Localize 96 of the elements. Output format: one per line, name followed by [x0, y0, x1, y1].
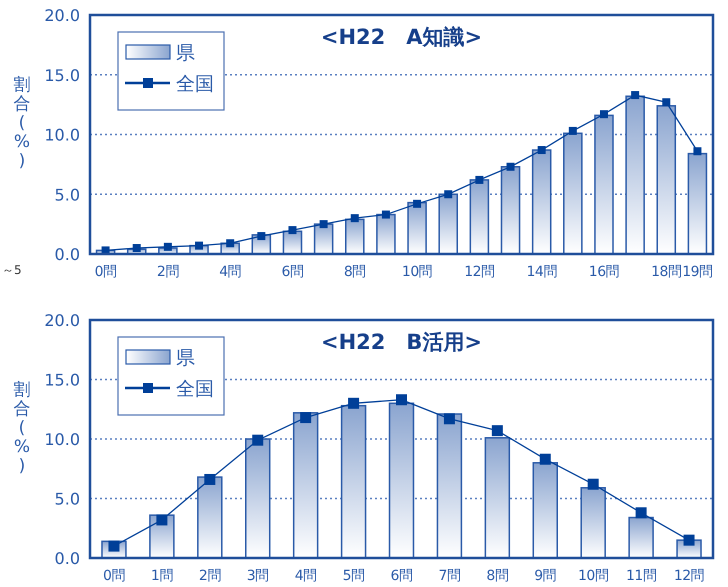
x-tick-label: 2問	[156, 264, 180, 280]
bar	[563, 132, 583, 255]
x-tick-label: 6問	[390, 568, 413, 584]
y-tick-label: 15.0	[44, 370, 80, 390]
point	[631, 91, 640, 100]
y-tick-label: 5.0	[54, 185, 80, 204]
bar	[625, 96, 645, 255]
x-tick-label: 12問	[464, 264, 496, 280]
x-tick-label: 10問	[578, 568, 609, 584]
point	[348, 398, 360, 409]
x-tick-label: 5問	[342, 568, 366, 584]
point	[540, 454, 551, 465]
point	[662, 98, 670, 106]
bar	[532, 462, 558, 559]
text: ～5	[2, 263, 22, 277]
x-tick-label: 2問	[198, 568, 222, 584]
point	[156, 514, 168, 526]
y-tick-label: 10.0	[44, 430, 80, 449]
legend-label: 全国	[176, 73, 214, 95]
bar	[688, 152, 708, 255]
x-tick-label: 18問	[651, 264, 682, 280]
legend-label: 県	[176, 42, 195, 64]
point	[413, 200, 422, 208]
point	[538, 146, 546, 154]
y-tick-label: 15.0	[44, 66, 80, 85]
point	[568, 126, 577, 135]
x-tick-label: 0問	[103, 568, 126, 584]
point	[257, 232, 266, 240]
legend-label: 県	[176, 347, 195, 369]
x-tick-label: 3問	[246, 568, 270, 584]
y-tick-label: 20.0	[44, 6, 80, 25]
point	[300, 412, 312, 424]
point	[382, 210, 390, 219]
bar	[438, 194, 458, 255]
y-tick-label: 10.0	[44, 126, 80, 144]
point	[396, 394, 407, 406]
x-tick-label: 4問	[294, 568, 318, 584]
bar	[484, 437, 510, 559]
point	[320, 220, 328, 228]
y-tick-label: 5.0	[54, 490, 80, 508]
bar	[340, 404, 366, 559]
x-tick-label: 4問	[219, 264, 242, 280]
bar	[407, 202, 427, 255]
legend-label: 全国	[176, 378, 214, 400]
y-axis-title: 割合(%)	[14, 380, 30, 476]
point	[444, 413, 455, 424]
x-tick-label: 8問	[486, 568, 509, 584]
point	[636, 507, 647, 518]
point	[226, 239, 234, 248]
point	[132, 244, 141, 252]
point	[693, 147, 702, 156]
point	[195, 242, 204, 250]
bar	[292, 412, 318, 559]
point	[492, 425, 503, 436]
bar	[594, 114, 614, 255]
y-tick-label: 20.0	[44, 311, 80, 330]
x-tick-label: 10問	[402, 264, 433, 280]
x-tick-label: 14問	[526, 264, 558, 280]
y-axis-title: 割合(%)	[14, 75, 30, 171]
x-tick-label: 6問	[282, 264, 304, 280]
y-tick-label: 0.0	[54, 549, 80, 568]
point	[204, 474, 216, 485]
point	[350, 214, 359, 222]
x-tick-label: 0問	[94, 264, 118, 280]
bar	[656, 105, 676, 255]
x-tick-label: 9問	[534, 568, 557, 584]
x-tick-label: 16問	[588, 264, 620, 280]
point	[506, 162, 515, 171]
bar	[376, 214, 396, 255]
x-tick-label: 1問	[150, 568, 174, 584]
point	[444, 190, 452, 198]
bar	[580, 487, 606, 559]
bar	[470, 179, 490, 255]
point	[475, 176, 484, 184]
x-tick-label: 12問	[674, 568, 705, 584]
text: <H22 A知識>	[320, 25, 482, 49]
x-tick-label: 7問	[438, 568, 461, 584]
bar	[197, 476, 223, 559]
y-tick-label: 0.0	[54, 245, 80, 264]
point	[600, 110, 608, 118]
bar	[436, 413, 462, 559]
point	[164, 242, 172, 251]
point	[588, 478, 599, 490]
text: <H22 B活用>	[321, 330, 482, 354]
point	[684, 534, 695, 546]
bar	[628, 516, 654, 559]
x-tick-label: 19問	[682, 264, 714, 280]
bar	[500, 166, 520, 255]
x-tick-label: 11問	[626, 568, 657, 584]
point	[252, 434, 264, 446]
bar	[344, 218, 365, 255]
point	[288, 226, 296, 234]
x-tick-label: 8問	[344, 264, 366, 280]
bar	[532, 149, 552, 255]
bar	[388, 402, 414, 559]
bar	[245, 438, 270, 559]
